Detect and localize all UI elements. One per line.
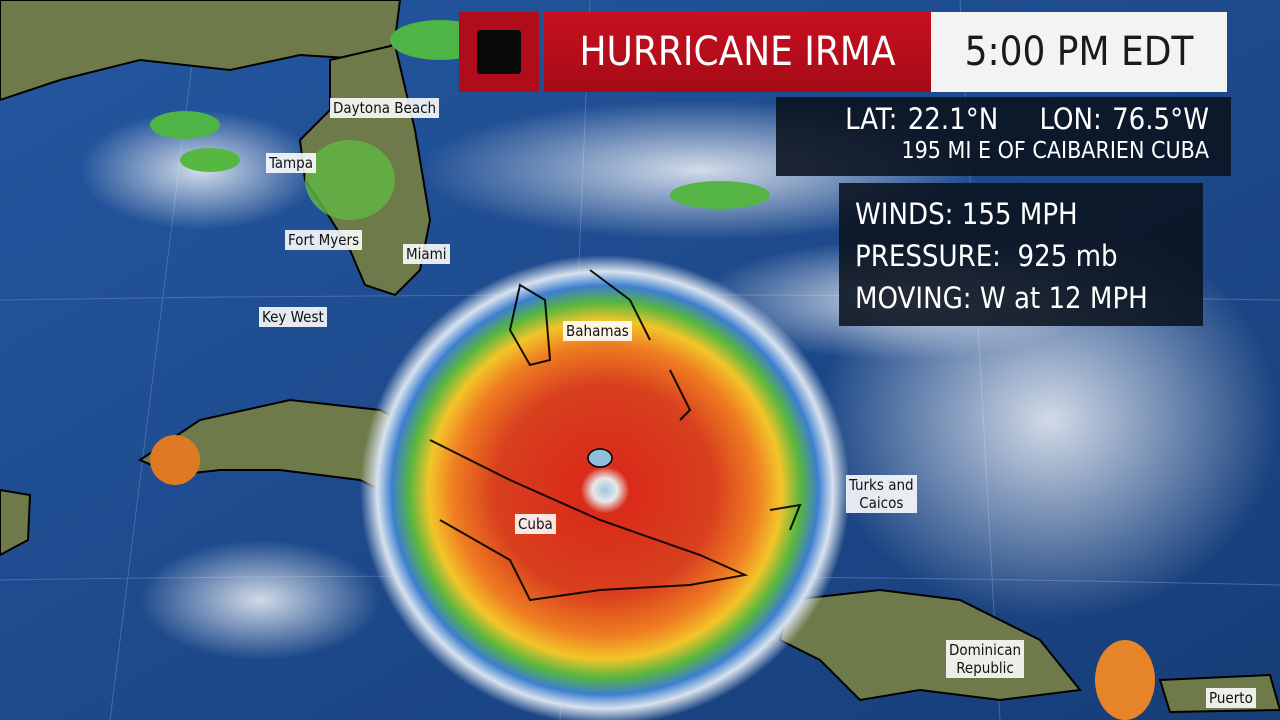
label-puerto-rico: Puerto bbox=[1206, 688, 1256, 708]
storm-name: HURRICANE IRMA bbox=[544, 12, 931, 92]
label-bahamas: Bahamas bbox=[563, 321, 632, 341]
label-dominican-republic: Dominican Republic bbox=[946, 640, 1025, 678]
label-line: Caicos bbox=[859, 494, 904, 512]
pressure: PRESSURE: 925 mb bbox=[855, 239, 1118, 273]
black-square-icon bbox=[477, 30, 521, 74]
longitude: LON: 76.5°W bbox=[1039, 102, 1209, 136]
latitude: LAT: 22.1°N bbox=[845, 102, 999, 136]
label-tampa: Tampa bbox=[266, 153, 317, 173]
label-fort-myers: Fort Myers bbox=[285, 230, 363, 250]
advisory-time: 5:00 PM EDT bbox=[931, 12, 1227, 92]
label-line: Turks and bbox=[849, 476, 914, 494]
hurricane-eye bbox=[587, 448, 613, 468]
label-line: Dominican bbox=[949, 641, 1022, 659]
label-cuba: Cuba bbox=[515, 514, 556, 534]
hurricane-radar bbox=[360, 255, 850, 720]
radar-cells bbox=[150, 20, 1155, 720]
category-badge bbox=[459, 12, 539, 92]
storm-header: HURRICANE IRMA 5:00 PM EDT bbox=[459, 12, 1227, 92]
label-miami: Miami bbox=[403, 244, 450, 264]
label-line: Republic bbox=[956, 659, 1014, 677]
label-key-west: Key West bbox=[259, 307, 327, 327]
winds: WINDS: 155 MPH bbox=[855, 197, 1078, 231]
movement: MOVING: W at 12 MPH bbox=[855, 281, 1148, 315]
label-turks-and-caicos: Turks and Caicos bbox=[846, 475, 917, 513]
location-description: 195 MI E OF CAIBARIEN CUBA bbox=[901, 138, 1209, 164]
storm-stats-panel: WINDS: 155 MPH PRESSURE: 925 mb MOVING: … bbox=[839, 183, 1203, 326]
label-daytona-beach: Daytona Beach bbox=[330, 98, 440, 118]
position-panel: LAT: 22.1°N LON: 76.5°W 195 MI E OF CAIB… bbox=[776, 97, 1231, 176]
